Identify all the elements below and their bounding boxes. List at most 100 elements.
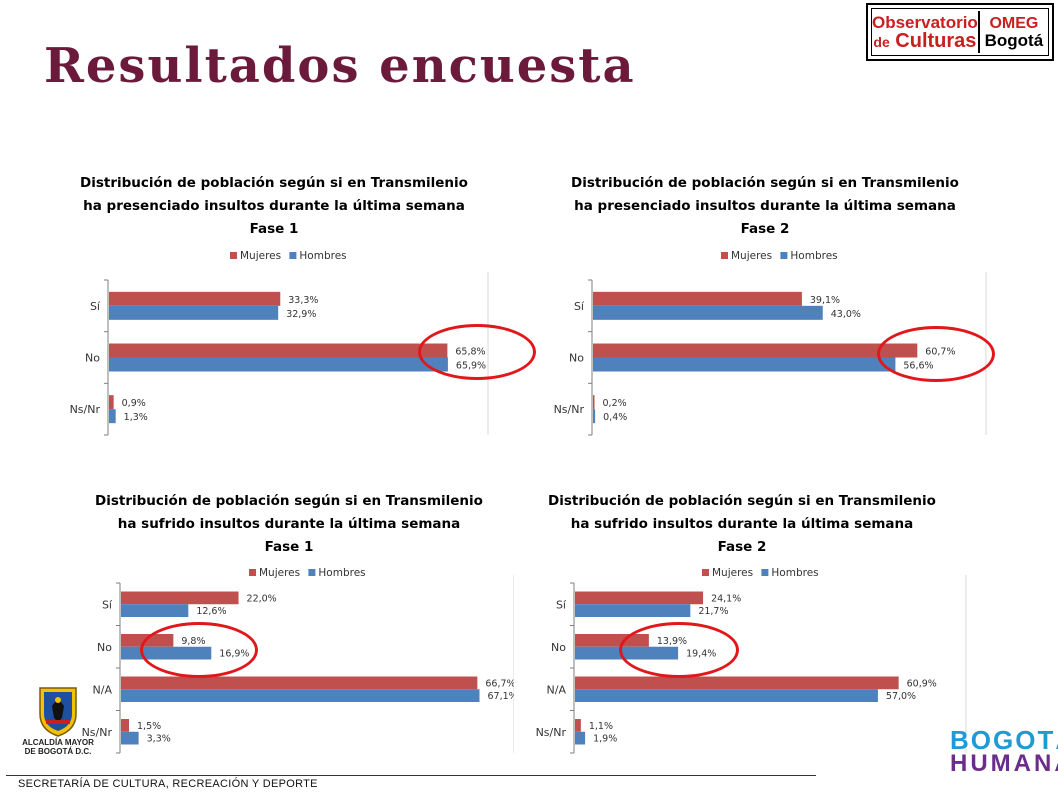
bar-hombres xyxy=(575,731,586,745)
footer-text: SECRETARÍA DE CULTURA, RECREACIÓN Y DEPO… xyxy=(18,778,318,790)
chart-title-line: ha sufrido insultos durante la última se… xyxy=(570,516,914,532)
bar-mujeres xyxy=(109,291,281,306)
category-label: No xyxy=(97,641,112,654)
bar-mujeres xyxy=(593,395,595,410)
chart-sufrido-fase-2: Distribución de población según si en Tr… xyxy=(514,488,970,756)
chart-title-line: Distribución de población según si en Tr… xyxy=(80,175,468,191)
category-label: Sí xyxy=(90,300,101,313)
data-label: 32,9% xyxy=(286,309,316,320)
chart-title-line: ha sufrido insultos durante la última se… xyxy=(117,516,461,532)
legend-item: Hombres xyxy=(308,567,366,579)
bar-mujeres xyxy=(575,676,899,690)
bar-hombres xyxy=(593,305,823,320)
legend-swatch xyxy=(289,252,297,259)
bar-mujeres xyxy=(121,719,130,732)
bar-hombres xyxy=(109,409,116,424)
footer-divider xyxy=(6,775,816,776)
highlight-ellipse xyxy=(140,622,258,678)
bar-hombres xyxy=(109,357,448,372)
legend-label: Hombres xyxy=(318,567,365,579)
category-label: Ns/Nr xyxy=(554,403,585,416)
legend-item: Hombres xyxy=(289,250,347,262)
bar-hombres xyxy=(575,604,691,617)
chart-sufrido-fase-1: Distribución de población según si en Tr… xyxy=(60,488,518,756)
legend-label: Mujeres xyxy=(240,250,281,262)
coat-of-arms-icon xyxy=(39,687,77,737)
data-label: 24,1% xyxy=(711,593,741,604)
chart-presenciado-fase-2: Distribución de población según si en Tr… xyxy=(540,170,990,438)
chart-title: Distribución de población según si en Tr… xyxy=(514,490,970,559)
data-label: 57,0% xyxy=(886,691,916,702)
legend-item: Mujeres xyxy=(230,250,281,262)
legend-label: Hombres xyxy=(771,567,818,579)
data-label: 0,4% xyxy=(603,412,627,423)
bar-hombres xyxy=(575,689,878,702)
data-label: 22,0% xyxy=(247,593,277,604)
legend-item: Mujeres xyxy=(721,250,772,262)
bar-mujeres xyxy=(121,676,478,690)
data-label: 43,0% xyxy=(831,309,861,320)
legend-label: Mujeres xyxy=(259,567,300,579)
alcaldia-bogota-logo: ALCALDÍA MAYOR DE BOGOTÁ D.C. xyxy=(16,684,100,760)
legend-swatch xyxy=(308,569,316,576)
highlight-ellipse xyxy=(418,324,536,380)
bar-mujeres xyxy=(593,343,918,358)
chart-title-line: Fase 1 xyxy=(249,221,299,237)
legend-swatch xyxy=(702,569,709,576)
logo-text: Bogotá xyxy=(984,30,1044,50)
data-label: 1,1% xyxy=(589,721,613,732)
legend-label: Mujeres xyxy=(712,567,753,579)
bar-hombres xyxy=(593,357,896,372)
bar-mujeres xyxy=(121,591,239,605)
category-label: N/A xyxy=(93,683,113,696)
chart-title-line: Fase 1 xyxy=(264,539,314,555)
chart-title: Distribución de población según si en Tr… xyxy=(56,172,492,241)
category-label: No xyxy=(551,641,566,654)
bar-hombres xyxy=(121,689,480,702)
data-label: 0,9% xyxy=(122,398,146,409)
chart-title-line: Distribución de población según si en Tr… xyxy=(95,493,483,509)
chart-title-line: ha presenciado insultos durante la últim… xyxy=(83,198,465,214)
chart-title-line: ha presenciado insultos durante la últim… xyxy=(574,198,956,214)
category-label: Sí xyxy=(574,300,585,313)
data-label: 39,1% xyxy=(810,295,840,306)
legend-swatch xyxy=(721,252,728,259)
bar-mujeres xyxy=(575,719,581,732)
data-label: 1,5% xyxy=(137,721,161,732)
legend-swatch xyxy=(761,569,769,576)
data-label: 3,3% xyxy=(147,734,171,745)
logo-text: Culturas xyxy=(895,29,977,52)
legend-item: Mujeres xyxy=(702,567,753,579)
logo-text: BOGOTÁ xyxy=(950,725,1058,755)
logo-text: ALCALDÍA MAYOR xyxy=(22,738,94,747)
category-label: No xyxy=(85,352,100,365)
highlight-ellipse xyxy=(877,326,995,382)
observatorio-omeg-logo: Observatorio de Culturas OMEG Bogotá xyxy=(866,3,1054,61)
chart-title-line: Fase 2 xyxy=(740,221,790,237)
logo-text: OMEG xyxy=(989,14,1039,32)
chart-title: Distribución de población según si en Tr… xyxy=(540,172,990,241)
chart-presenciado-fase-1: Distribución de población según si en Tr… xyxy=(56,170,492,438)
category-label: N/A xyxy=(547,683,567,696)
bar-hombres xyxy=(109,305,279,320)
category-label: Ns/Nr xyxy=(536,726,567,739)
bar-mujeres xyxy=(109,343,448,358)
bar-hombres xyxy=(121,604,189,617)
omeg-bogota-logo: OMEG Bogotá xyxy=(980,9,1048,55)
logo-text: Observatorio xyxy=(872,12,978,32)
bogota-humana-logo: BOGOTÁ HUMANA xyxy=(950,725,1058,780)
legend-label: Hombres xyxy=(299,250,346,262)
data-label: 21,7% xyxy=(698,606,728,617)
category-label: Sí xyxy=(556,598,567,611)
highlight-ellipse xyxy=(619,622,739,678)
legend-swatch xyxy=(230,252,237,259)
chart-title: Distribución de población según si en Tr… xyxy=(60,490,518,559)
bar-mujeres xyxy=(109,395,114,410)
legend-item: Mujeres xyxy=(249,567,300,579)
chart-title-line: Distribución de población según si en Tr… xyxy=(548,493,936,509)
data-label: 66,7% xyxy=(485,678,515,689)
legend-label: Hombres xyxy=(790,250,837,262)
logo-text: de xyxy=(873,33,890,50)
